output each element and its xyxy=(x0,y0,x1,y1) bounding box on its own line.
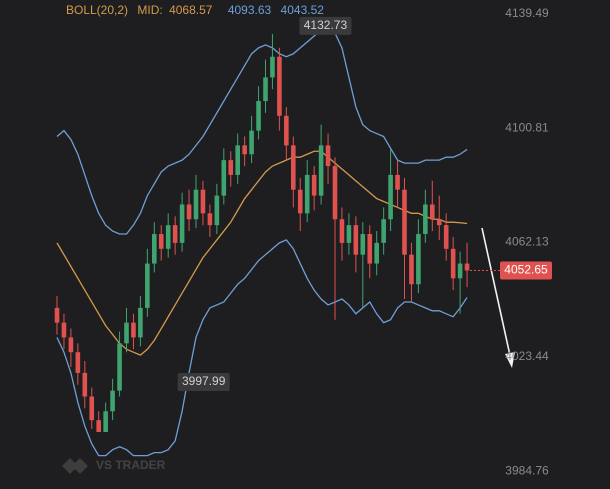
y-tick-label: 3984.76 xyxy=(505,463,549,477)
candle-body xyxy=(450,248,456,279)
legend: BOLL(20,2) MID: 4068.57 4093.63 4043.52 xyxy=(66,3,324,17)
last-price-box xyxy=(500,261,552,280)
candle-body xyxy=(395,174,400,190)
legend-upper-value: 4093.63 xyxy=(228,3,272,17)
candle-body xyxy=(291,145,296,190)
candle-body xyxy=(138,307,143,338)
candle-body xyxy=(360,234,366,255)
y-tick-label: 4023.44 xyxy=(505,349,549,363)
candle-body xyxy=(242,145,247,155)
candle-body xyxy=(124,322,129,344)
candle-body xyxy=(416,234,421,285)
candle-body xyxy=(311,174,317,196)
candle-body xyxy=(200,189,206,214)
candle-body xyxy=(263,77,268,102)
candle-body xyxy=(145,263,150,308)
candle-body xyxy=(297,189,303,214)
boll-mid xyxy=(56,150,468,356)
candle-body xyxy=(381,219,386,243)
high-label: 4132.73 xyxy=(304,18,348,32)
watermark-logo xyxy=(62,458,88,474)
candle-body xyxy=(61,322,67,338)
candle-body xyxy=(131,322,136,338)
candle-body xyxy=(277,56,282,116)
low-label: 3997.99 xyxy=(182,374,226,388)
candle-body xyxy=(284,115,289,146)
y-tick-label: 4062.13 xyxy=(505,235,549,249)
candle-body xyxy=(89,396,95,421)
candle-body xyxy=(430,204,435,220)
candle-body xyxy=(436,219,442,226)
candle-body xyxy=(179,204,185,243)
arrow-line xyxy=(481,227,512,361)
candle-body xyxy=(117,343,122,391)
candle-body xyxy=(339,219,345,243)
high-label-box xyxy=(299,16,352,35)
candle-body xyxy=(103,411,108,432)
candle-body xyxy=(68,337,74,353)
candle-body xyxy=(75,352,81,373)
candle-body xyxy=(158,234,164,249)
candle-body xyxy=(304,174,310,214)
candle-body xyxy=(332,166,338,220)
candle-body xyxy=(325,145,331,167)
y-tick-label: 4100.81 xyxy=(505,120,549,134)
candle-body xyxy=(464,263,470,271)
legend-indicator: BOLL(20,2) xyxy=(66,3,128,17)
candle-body xyxy=(82,372,88,397)
candle-body xyxy=(443,225,449,249)
watermark: VS TRADER xyxy=(62,458,166,474)
candle-body xyxy=(172,225,178,243)
trend-arrow xyxy=(481,227,515,368)
candle-body xyxy=(270,56,275,78)
candle-body xyxy=(228,160,234,175)
legend-lower-value: 4043.52 xyxy=(281,3,325,17)
candle-body xyxy=(256,101,261,131)
candle-body xyxy=(353,225,359,255)
candle-body xyxy=(186,204,192,220)
boll-lower xyxy=(56,239,468,457)
candle-body xyxy=(207,213,213,226)
candle-body xyxy=(374,242,379,264)
candle-body xyxy=(388,174,393,220)
candle-body xyxy=(214,195,220,226)
candle-body xyxy=(235,145,240,175)
legend-mid-value: 4068.57 xyxy=(169,3,213,17)
arrow-head xyxy=(505,352,515,368)
watermark-text: VS TRADER xyxy=(96,458,166,472)
candle-body xyxy=(367,234,373,264)
candle-body xyxy=(318,145,324,196)
candle-body xyxy=(110,390,115,412)
candle-body xyxy=(221,160,227,196)
candle-body xyxy=(193,189,199,220)
candle-body xyxy=(54,307,60,323)
last-price-label: 4052.65 xyxy=(504,263,548,277)
candle-body xyxy=(152,234,157,264)
candle-body xyxy=(457,263,463,279)
candle-body xyxy=(249,130,254,155)
low-label-box xyxy=(177,373,230,392)
candle-body xyxy=(409,254,414,285)
candle-body xyxy=(96,420,101,432)
y-tick-label: 4139.49 xyxy=(505,6,549,20)
candle-body xyxy=(402,189,407,255)
candle-body xyxy=(423,204,428,235)
candle-body xyxy=(346,225,352,243)
candle-body xyxy=(165,225,171,249)
legend-mid-label: MID: xyxy=(137,3,162,17)
boll-upper xyxy=(56,26,468,235)
